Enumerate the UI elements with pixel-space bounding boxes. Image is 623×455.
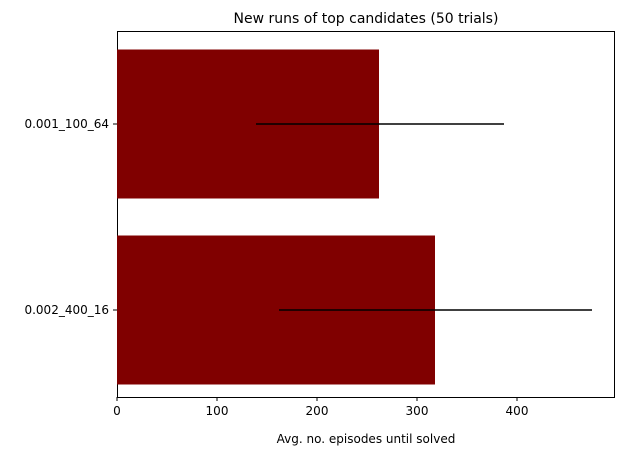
y-tick-label: 0.002_400_16 bbox=[24, 303, 109, 317]
x-tick-label: 300 bbox=[406, 404, 429, 418]
x-tick-label: 200 bbox=[306, 404, 329, 418]
y-tick-label: 0.001_100_64 bbox=[24, 117, 109, 131]
x-tick-label: 400 bbox=[506, 404, 529, 418]
x-tick-label: 100 bbox=[206, 404, 229, 418]
chart-title: New runs of top candidates (50 trials) bbox=[234, 11, 499, 27]
plot-area bbox=[117, 31, 615, 398]
x-tick-label: 0 bbox=[113, 404, 121, 418]
x-axis-label: Avg. no. episodes until solved bbox=[277, 432, 456, 446]
